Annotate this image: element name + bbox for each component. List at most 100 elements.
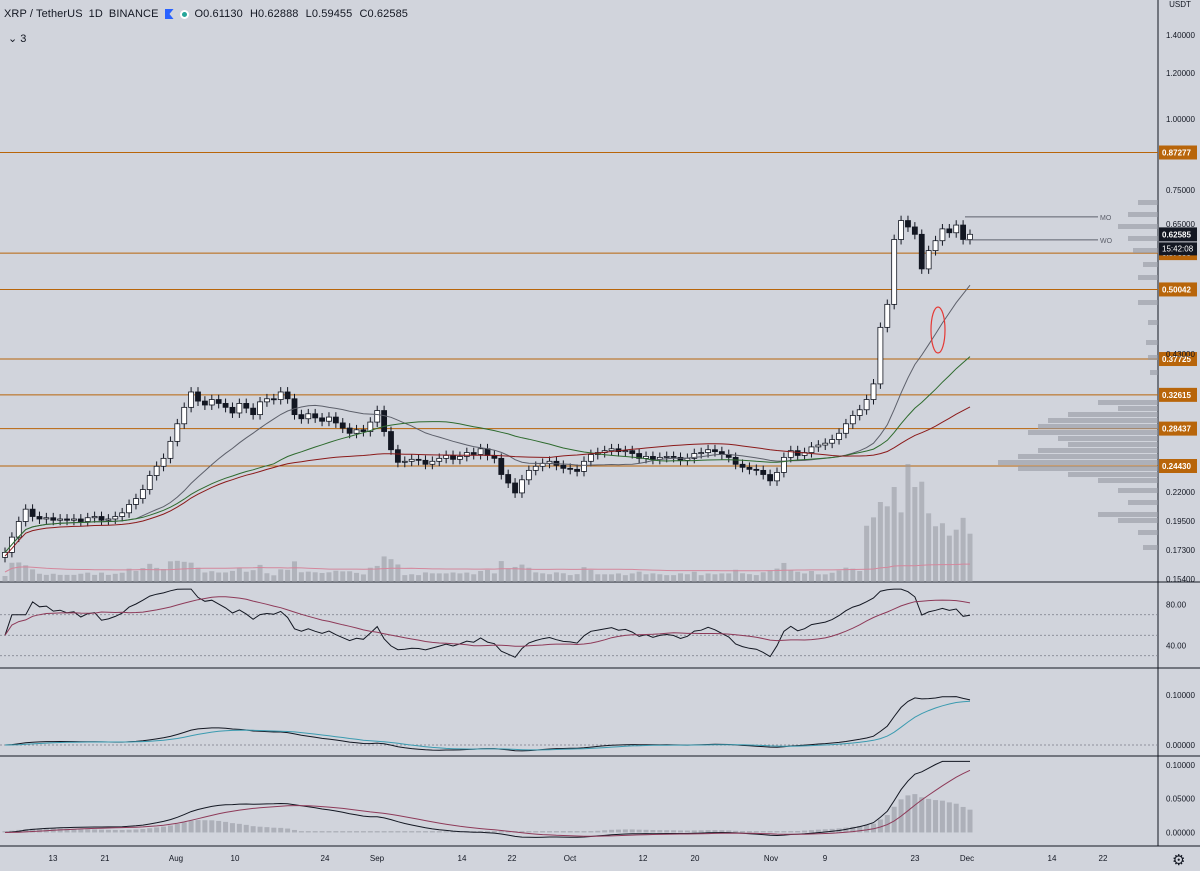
candle-body bbox=[739, 463, 746, 468]
time-axis-label: 14 bbox=[458, 854, 467, 863]
volume-profile-bar bbox=[1128, 236, 1158, 241]
candle-body bbox=[650, 456, 656, 460]
momentum-bar bbox=[271, 827, 277, 833]
interval-label[interactable]: 1D bbox=[88, 8, 103, 20]
volume-bar bbox=[485, 569, 490, 582]
candle-body bbox=[284, 391, 291, 400]
momentum-bar bbox=[85, 829, 91, 833]
volume-bar bbox=[698, 575, 704, 582]
volume-bar bbox=[360, 574, 366, 582]
candle-body bbox=[126, 504, 132, 514]
momentum-bar bbox=[264, 827, 270, 833]
volume-bar bbox=[243, 571, 249, 582]
volume-bar bbox=[85, 572, 91, 582]
candle-body bbox=[463, 452, 470, 457]
candle-body bbox=[415, 458, 422, 461]
candle-body bbox=[367, 421, 374, 432]
candle-body bbox=[326, 416, 332, 422]
volume-bar bbox=[802, 573, 808, 582]
symbol-name[interactable]: XRP / TetherUS bbox=[4, 8, 83, 20]
volume-bar bbox=[877, 502, 883, 582]
volume-profile-bar bbox=[1128, 500, 1158, 505]
volume-bar bbox=[464, 572, 470, 582]
momentum-bar bbox=[126, 829, 132, 833]
volume-bar bbox=[512, 566, 518, 582]
momentum-bar bbox=[643, 829, 649, 833]
momentum-bar bbox=[526, 831, 532, 833]
momentum-bar bbox=[946, 802, 952, 833]
indicators-toggle[interactable]: ⌄ 3 bbox=[8, 32, 26, 45]
momentum-bar bbox=[188, 820, 194, 833]
momentum-bar bbox=[622, 829, 628, 833]
momentum-bar bbox=[636, 829, 642, 833]
volume-profile-bar bbox=[1138, 300, 1158, 305]
volume-bar bbox=[788, 570, 794, 582]
momentum-bar bbox=[850, 826, 856, 833]
time-axis-label: 22 bbox=[508, 854, 517, 863]
momentum-bar bbox=[381, 831, 387, 833]
volume-profile-bar bbox=[1118, 518, 1158, 523]
momentum-bar bbox=[112, 829, 118, 833]
momentum-bar bbox=[319, 831, 325, 833]
volume-bar bbox=[595, 574, 601, 582]
candle-body bbox=[891, 239, 898, 305]
momentum-bar bbox=[919, 797, 925, 833]
volume-bar bbox=[374, 565, 380, 582]
candle-body bbox=[836, 432, 842, 440]
volume-bar bbox=[202, 572, 208, 582]
volume-bar bbox=[822, 574, 828, 582]
volume-profile-bar bbox=[1138, 275, 1158, 280]
low-value: L0.59455 bbox=[305, 8, 353, 20]
volume-bar bbox=[30, 569, 36, 582]
volume-bar bbox=[43, 574, 49, 582]
volume-bar bbox=[285, 569, 291, 582]
volume-bar bbox=[381, 556, 387, 582]
candle-body bbox=[443, 455, 450, 459]
volume-bar bbox=[2, 576, 8, 582]
volume-bar bbox=[422, 572, 428, 582]
volume-bar bbox=[498, 561, 504, 582]
gear-icon[interactable]: ⚙ bbox=[1172, 852, 1186, 869]
volume-bar bbox=[305, 571, 311, 582]
volume-bar bbox=[216, 572, 222, 582]
momentum-bar bbox=[664, 830, 670, 833]
time-axis-label: 24 bbox=[321, 854, 330, 863]
axis-unit: USDT bbox=[1169, 0, 1191, 9]
candle-body bbox=[71, 518, 77, 521]
candle-body bbox=[84, 517, 91, 522]
candle-body bbox=[794, 450, 801, 456]
volume-profile-bar bbox=[1143, 262, 1158, 267]
volume-bar bbox=[209, 571, 215, 582]
momentum-bar bbox=[705, 830, 711, 833]
volume-bar bbox=[64, 574, 70, 582]
candle-body bbox=[43, 517, 50, 520]
volume-bar bbox=[478, 570, 484, 582]
momentum-bar bbox=[478, 831, 484, 833]
momentum-bar bbox=[416, 831, 422, 833]
momentum-bar bbox=[581, 831, 587, 833]
volume-bar bbox=[57, 574, 63, 582]
volume-profile-bar bbox=[1133, 248, 1158, 253]
candle-body bbox=[622, 450, 629, 453]
flag-icon[interactable] bbox=[164, 9, 174, 19]
candle-body bbox=[911, 226, 918, 235]
volume-bar bbox=[154, 567, 160, 582]
momentum-bar bbox=[30, 828, 36, 833]
candle-body bbox=[181, 406, 188, 425]
volume-bar bbox=[161, 569, 167, 582]
momentum-bar bbox=[491, 831, 497, 833]
momentum-bar bbox=[154, 827, 160, 833]
candle-body bbox=[532, 465, 539, 471]
marker-label: WO bbox=[1100, 238, 1113, 245]
volume-bar bbox=[450, 572, 456, 582]
candle-body bbox=[457, 456, 463, 460]
momentum-bar bbox=[733, 830, 739, 833]
volume-bar bbox=[271, 575, 277, 582]
level-label: 0.24430 bbox=[1162, 462, 1191, 471]
price-axis-tick: 0.75000 bbox=[1166, 186, 1195, 195]
volume-profile-bar bbox=[1038, 448, 1158, 453]
volume-bar bbox=[36, 573, 42, 582]
volume-profile-bar bbox=[1018, 454, 1158, 459]
